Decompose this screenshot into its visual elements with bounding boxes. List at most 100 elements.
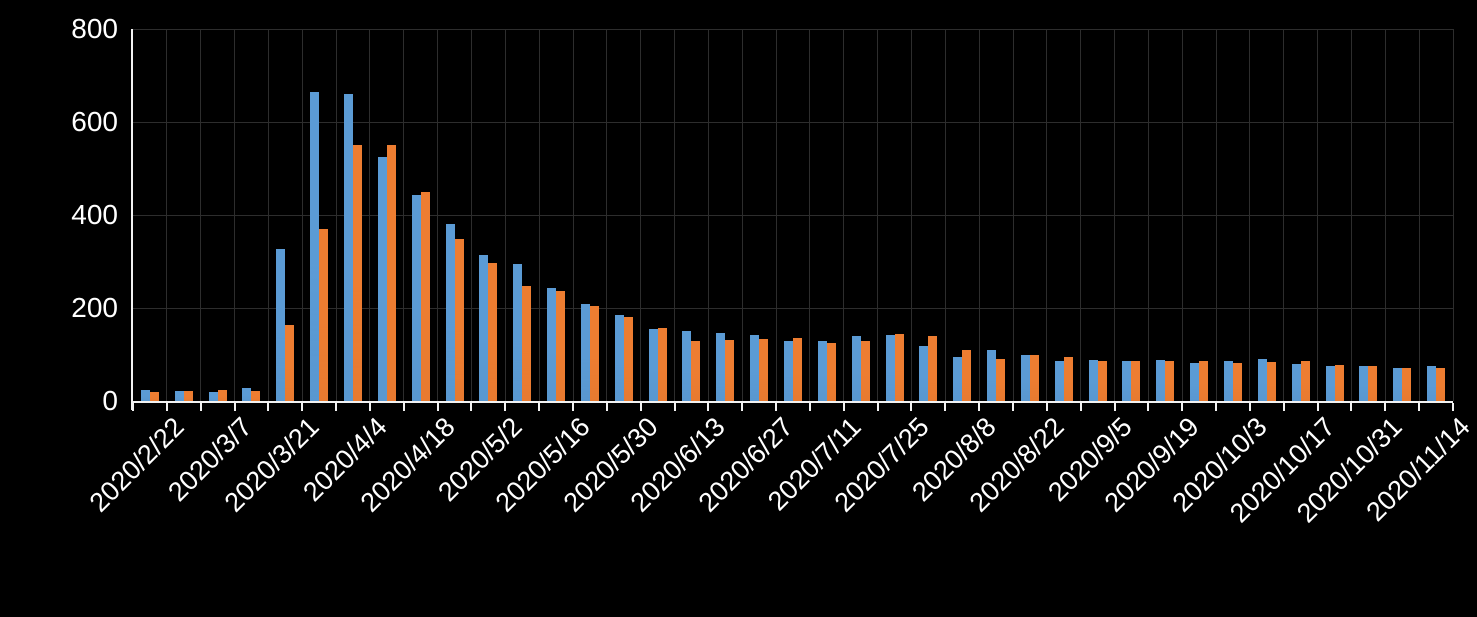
- bar-series-blue: [140, 390, 150, 401]
- x-axis-tick: [1418, 403, 1421, 411]
- v-gridline: [1114, 29, 1116, 401]
- v-gridline: [1080, 29, 1082, 401]
- x-axis-tick: [910, 403, 913, 411]
- x-axis-tick: [639, 403, 642, 411]
- bar-series-blue: [1020, 354, 1030, 401]
- bar-series-blue: [851, 336, 861, 401]
- x-axis-tick: [470, 403, 473, 411]
- x-axis-tick: [1282, 403, 1285, 411]
- bar-series-blue: [344, 94, 353, 401]
- bar-series-blue: [716, 332, 726, 401]
- bar-series-blue: [1156, 360, 1166, 401]
- v-gridline: [741, 29, 743, 401]
- bar-series-orange: [1233, 362, 1242, 401]
- bar-series-blue: [1291, 364, 1301, 401]
- bar-series-blue: [1054, 361, 1064, 401]
- x-axis-tick: [504, 403, 507, 411]
- v-gridline: [1249, 29, 1251, 401]
- v-gridline: [1350, 29, 1352, 401]
- bar-series-blue: [750, 334, 760, 401]
- bar-series-blue: [953, 356, 963, 401]
- bar-series-orange: [826, 342, 836, 401]
- bar-series-orange: [691, 340, 701, 401]
- bar-series-orange: [657, 328, 667, 401]
- bar-series-blue: [1359, 366, 1369, 401]
- x-axis-tick: [944, 403, 947, 411]
- bar-series-blue: [208, 392, 218, 401]
- v-gridline: [640, 29, 642, 401]
- v-gridline: [1215, 29, 1217, 401]
- x-axis-tick: [1045, 403, 1048, 411]
- bar-series-orange: [1165, 361, 1175, 401]
- h-gridline: [133, 29, 1453, 30]
- y-axis-tick-label: 0: [102, 385, 118, 416]
- bar-series-orange: [623, 316, 633, 401]
- bar-series-blue: [513, 263, 523, 401]
- v-gridline: [944, 29, 946, 401]
- v-gridline: [707, 29, 709, 401]
- v-gridline: [200, 29, 202, 401]
- bar-series-blue: [987, 349, 997, 401]
- x-axis-tick: [808, 403, 811, 411]
- plot-area: [133, 29, 1454, 401]
- x-axis-tick: [1248, 403, 1251, 411]
- bar-series-blue: [276, 248, 286, 401]
- bar-series-blue: [614, 314, 624, 401]
- bar-series-orange: [1029, 354, 1039, 401]
- x-axis-tick: [673, 403, 676, 411]
- bar-series-orange: [1300, 360, 1310, 401]
- bar-series-orange: [183, 390, 193, 401]
- bar-series-orange: [1402, 367, 1412, 401]
- bar-series-blue: [411, 195, 421, 401]
- v-gridline: [470, 29, 472, 401]
- x-axis-tick: [233, 403, 236, 411]
- bar-series-blue: [885, 334, 895, 401]
- bar-series-blue: [310, 91, 320, 401]
- v-gridline: [1317, 29, 1319, 401]
- v-gridline: [674, 29, 676, 401]
- bar-series-blue: [1325, 366, 1335, 401]
- bar-series-blue: [479, 255, 489, 401]
- x-axis-tick: [335, 403, 338, 411]
- v-gridline: [978, 29, 980, 401]
- bar-series-orange: [556, 291, 566, 401]
- v-gridline: [1452, 29, 1454, 401]
- v-gridline: [369, 29, 371, 401]
- x-axis-tick: [267, 403, 270, 411]
- x-axis-tick: [301, 403, 304, 411]
- v-gridline: [1418, 29, 1420, 401]
- bar-series-orange: [251, 390, 261, 401]
- v-gridline: [1181, 29, 1183, 401]
- v-gridline: [1147, 29, 1149, 401]
- v-gridline: [335, 29, 337, 401]
- bar-series-orange: [1334, 365, 1344, 401]
- x-axis-tick: [1147, 403, 1150, 411]
- x-axis-tick: [1012, 403, 1014, 411]
- x-axis-tick: [1452, 403, 1454, 411]
- bar-series-orange: [454, 238, 464, 401]
- bar-series-orange: [386, 145, 396, 401]
- x-axis-tick: [842, 403, 845, 411]
- bar-series-orange: [996, 358, 1006, 401]
- v-gridline: [572, 29, 574, 401]
- bar-series-blue: [1427, 365, 1437, 401]
- x-axis-tick: [1350, 403, 1353, 411]
- bar-series-orange: [217, 389, 227, 401]
- v-gridline: [267, 29, 269, 401]
- v-gridline: [538, 29, 540, 401]
- v-gridline: [1283, 29, 1285, 401]
- bar-series-orange: [759, 338, 769, 401]
- v-gridline: [1384, 29, 1386, 401]
- x-axis-tick: [165, 403, 168, 411]
- x-axis-tick: [775, 403, 778, 411]
- bar-series-orange: [319, 228, 329, 401]
- bar-series-blue: [547, 288, 557, 401]
- bar-series-blue: [580, 303, 590, 401]
- bar-series-blue: [445, 223, 455, 401]
- bar-chart: 0 200 400 600 800 2020/2/22 2020/3/7 2020/3/21…: [71, 15, 1476, 529]
- v-gridline: [843, 29, 845, 401]
- y-axis-tick-label: 400: [71, 199, 118, 230]
- bar-series-orange: [1266, 361, 1276, 401]
- h-gridline: [133, 122, 1453, 123]
- bar-series-blue: [174, 391, 184, 401]
